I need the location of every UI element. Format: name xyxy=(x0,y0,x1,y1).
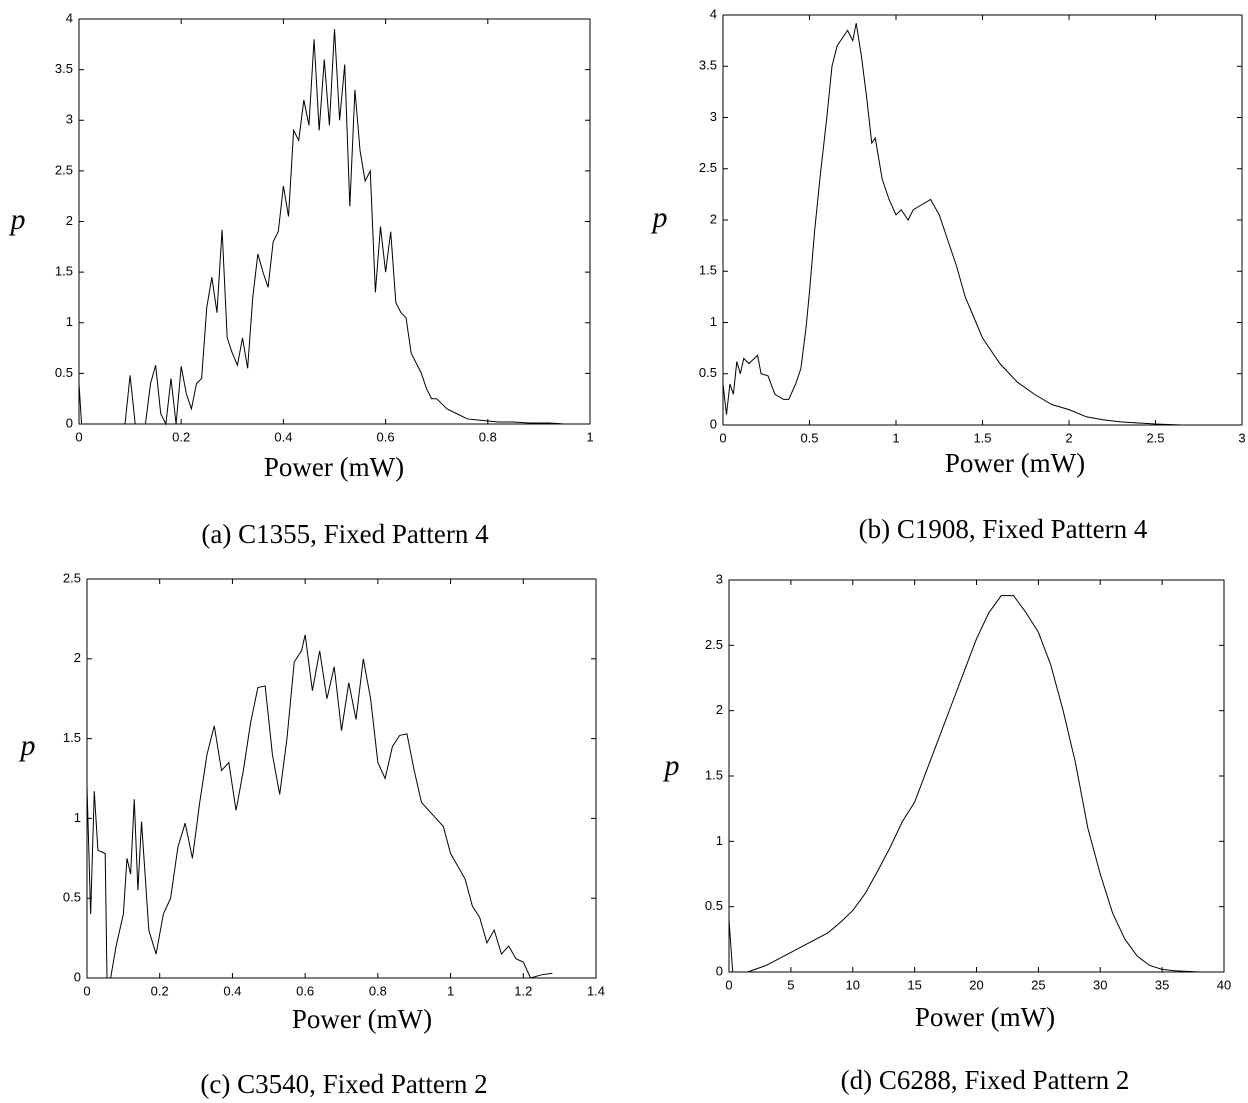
y-tick-label: 2.5 xyxy=(705,637,723,652)
x-tick-label: 40 xyxy=(1217,977,1231,992)
x-tick-label: 0.6 xyxy=(377,429,395,444)
y-axis-label: p xyxy=(9,203,26,236)
x-tick-label: 0.6 xyxy=(296,983,314,998)
x-tick-label: 1 xyxy=(892,430,899,445)
data-line xyxy=(722,23,1182,426)
plot-frame xyxy=(722,14,1243,426)
y-tick-label: 4 xyxy=(710,6,717,21)
x-axis-label: Power (mW) xyxy=(292,1004,432,1034)
y-tick-label: 1.5 xyxy=(705,767,723,782)
x-tick-label: 0 xyxy=(75,429,82,444)
y-tick-label: 0 xyxy=(74,969,81,984)
x-axis-label: Power (mW) xyxy=(945,448,1085,478)
x-tick-label: 0.4 xyxy=(274,429,292,444)
x-axis-label: Power (mW) xyxy=(264,452,404,482)
y-tick-label: 1 xyxy=(66,314,73,329)
x-tick-label: 1 xyxy=(447,983,454,998)
y-tick-label: 3 xyxy=(710,109,717,124)
y-tick-label: 2 xyxy=(74,650,81,665)
y-tick-label: 2.5 xyxy=(699,160,717,175)
y-axis-label: p xyxy=(651,201,668,234)
y-tick-label: 0.5 xyxy=(55,365,73,380)
y-tick-label: 1 xyxy=(74,810,81,825)
plot-frame xyxy=(78,18,591,425)
x-tick-label: 2.5 xyxy=(1146,430,1164,445)
y-tick-label: 2 xyxy=(66,213,73,228)
x-tick-label: 1 xyxy=(586,429,593,444)
y-tick-label: 2.5 xyxy=(55,162,73,177)
x-tick-label: 2 xyxy=(1065,430,1072,445)
plot-frame xyxy=(86,578,597,979)
x-tick-label: 3 xyxy=(1238,430,1245,445)
data-line xyxy=(78,29,565,426)
y-tick-label: 2.5 xyxy=(63,570,81,585)
x-tick-label: 0 xyxy=(725,977,732,992)
y-tick-label: 0 xyxy=(66,415,73,430)
y-tick-label: 1 xyxy=(710,314,717,329)
x-tick-label: 5 xyxy=(787,977,794,992)
x-tick-label: 1.2 xyxy=(514,983,532,998)
x-tick-label: 0 xyxy=(719,430,726,445)
caption: (a) C1355, Fixed Pattern 4 xyxy=(201,519,489,549)
data-line xyxy=(86,634,553,979)
x-tick-label: 0.5 xyxy=(800,430,818,445)
y-tick-label: 1.5 xyxy=(699,263,717,278)
y-tick-label: 1.5 xyxy=(55,264,73,279)
y-tick-label: 0.5 xyxy=(699,365,717,380)
x-tick-label: 30 xyxy=(1093,977,1107,992)
y-tick-label: 0 xyxy=(716,963,723,978)
x-tick-label: 0.4 xyxy=(223,983,241,998)
data-line xyxy=(728,595,1200,973)
x-tick-label: 1.4 xyxy=(587,983,605,998)
caption: (b) C1908, Fixed Pattern 4 xyxy=(859,514,1148,544)
caption: (d) C6288, Fixed Pattern 2 xyxy=(841,1065,1130,1095)
y-tick-label: 3.5 xyxy=(55,61,73,76)
y-tick-label: 3 xyxy=(66,112,73,127)
y-axis-label: p xyxy=(663,749,680,782)
x-tick-label: 0.2 xyxy=(151,983,169,998)
x-tick-label: 0.8 xyxy=(369,983,387,998)
caption: (c) C3540, Fixed Pattern 2 xyxy=(200,1069,487,1099)
y-tick-label: 2 xyxy=(710,211,717,226)
x-tick-label: 35 xyxy=(1155,977,1169,992)
x-tick-label: 15 xyxy=(907,977,921,992)
x-tick-label: 20 xyxy=(969,977,983,992)
y-tick-label: 3.5 xyxy=(699,58,717,73)
x-tick-label: 1.5 xyxy=(973,430,991,445)
x-tick-label: 0.2 xyxy=(172,429,190,444)
x-axis-label: Power (mW) xyxy=(915,1002,1055,1032)
y-tick-label: 0 xyxy=(710,416,717,431)
x-tick-label: 0 xyxy=(83,983,90,998)
y-tick-label: 1.5 xyxy=(63,730,81,745)
y-tick-label: 0.5 xyxy=(705,898,723,913)
x-tick-label: 25 xyxy=(1031,977,1045,992)
y-tick-label: 2 xyxy=(716,702,723,717)
y-axis-label: p xyxy=(19,729,36,762)
y-tick-label: 4 xyxy=(66,10,73,25)
y-tick-label: 3 xyxy=(716,571,723,586)
y-tick-label: 1 xyxy=(716,833,723,848)
x-tick-label: 10 xyxy=(846,977,860,992)
y-tick-label: 0.5 xyxy=(63,890,81,905)
x-tick-label: 0.8 xyxy=(479,429,497,444)
